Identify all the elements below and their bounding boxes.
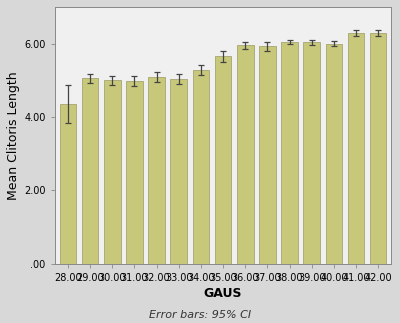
Bar [259, 46, 276, 264]
Bar [82, 78, 98, 264]
Bar [348, 33, 364, 264]
Y-axis label: Mean Clitoris Length: Mean Clitoris Length [7, 71, 20, 200]
Bar [60, 104, 76, 264]
Bar [215, 57, 231, 264]
Bar [126, 81, 143, 264]
Bar [170, 79, 187, 264]
Text: Error bars: 95% CI: Error bars: 95% CI [149, 310, 251, 320]
Bar [237, 46, 254, 264]
X-axis label: GAUS: GAUS [204, 287, 242, 300]
Bar [370, 33, 386, 264]
Bar [281, 42, 298, 264]
Bar [192, 70, 209, 264]
Bar [104, 80, 120, 264]
Bar [326, 44, 342, 264]
Bar [148, 77, 165, 264]
Bar [303, 42, 320, 264]
